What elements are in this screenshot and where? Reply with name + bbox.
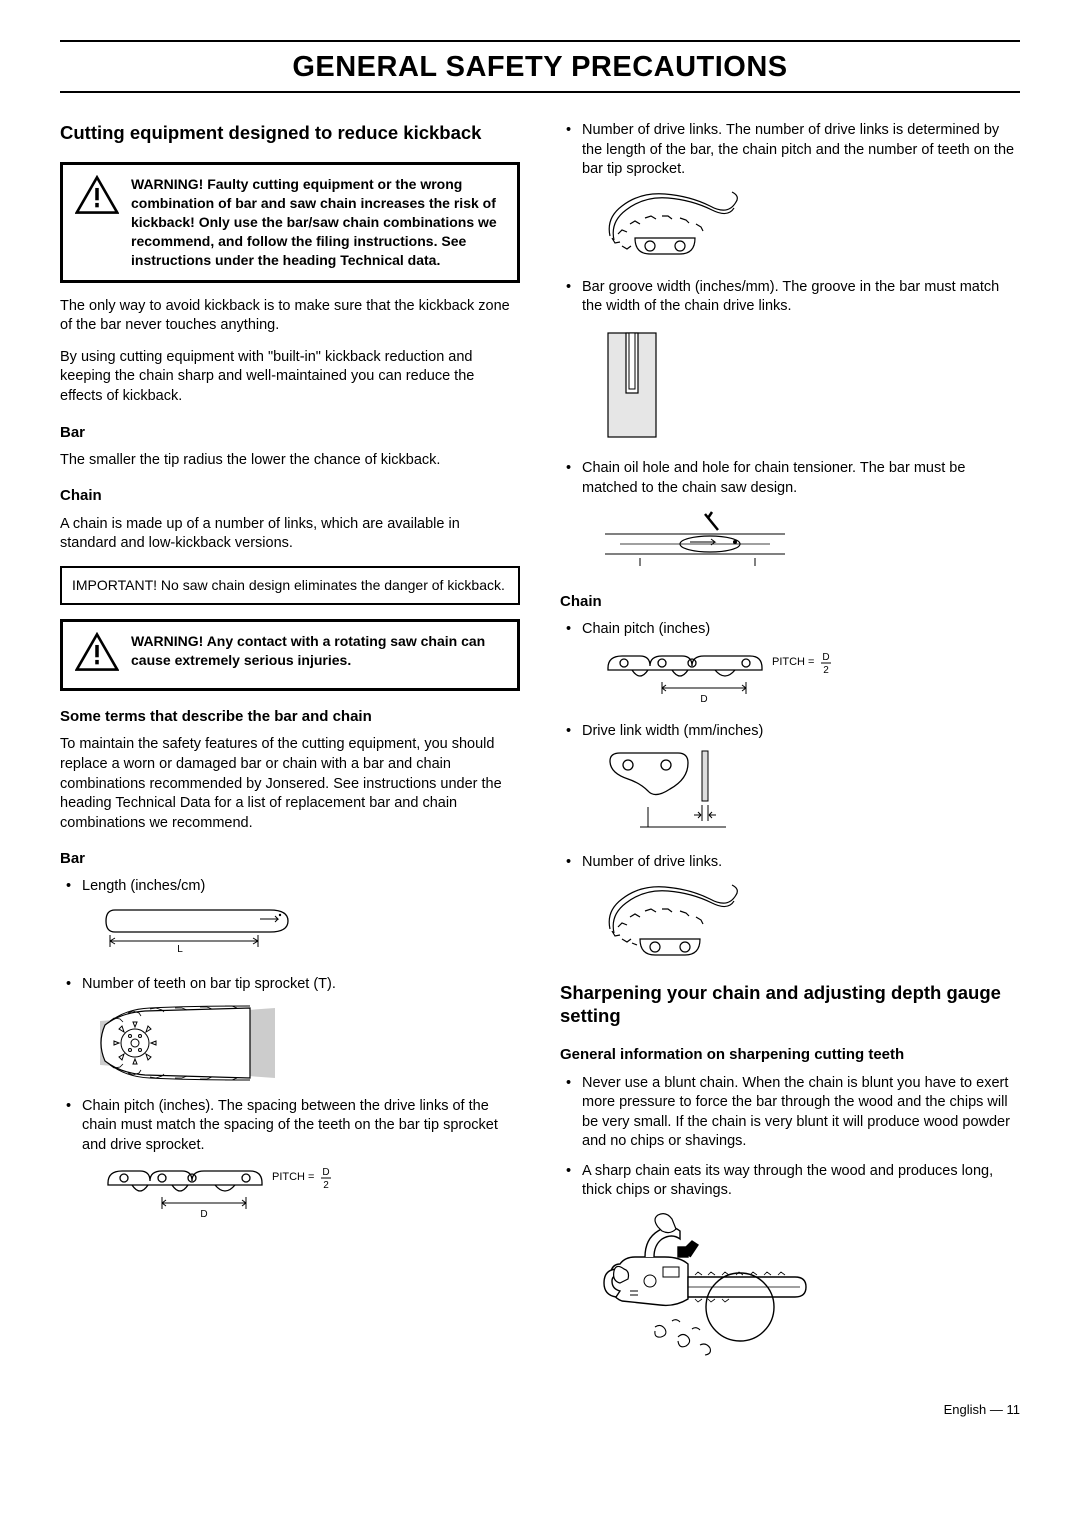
svg-text:D: D: [200, 1209, 207, 1220]
list-item: Bar groove width (inches/mm). The groove…: [560, 278, 1020, 445]
paragraph: The only way to avoid kickback is to mak…: [60, 297, 520, 336]
paragraph: To maintain the safety features of the c…: [60, 735, 520, 833]
svg-text:2: 2: [323, 1180, 329, 1191]
subheading-general-info: General information on sharpening cuttin…: [560, 1045, 1020, 1065]
figure-drive-links: [600, 188, 1020, 264]
warning-icon: [75, 632, 119, 679]
svg-text:L: L: [177, 944, 183, 955]
important-box: IMPORTANT! No saw chain design eliminate…: [60, 566, 520, 605]
list-item: Number of teeth on bar tip sprocket (T).: [60, 975, 520, 1083]
svg-text:D: D: [822, 652, 829, 663]
svg-text:2: 2: [823, 665, 829, 676]
figure-tip-sprocket: [100, 1003, 520, 1083]
figure-chain-pitch-2: D PITCH = D 2: [600, 648, 1020, 708]
list-item: Never use a blunt chain. When the chain …: [560, 1074, 1020, 1152]
two-column-layout: Cutting equipment designed to reduce kic…: [60, 121, 1020, 1373]
warning-icon: [75, 175, 119, 222]
list-item: A sharp chain eats its way through the w…: [560, 1162, 1020, 1359]
list-item: Drive link width (mm/inches): [560, 722, 1020, 840]
subheading-chain-right: Chain: [560, 592, 1020, 612]
figure-chainsaw-shavings: [600, 1209, 1020, 1359]
section-heading-sharpening: Sharpening your chain and adjusting dept…: [560, 981, 1020, 1027]
paragraph: A chain is made up of a number of links,…: [60, 515, 520, 554]
paragraph: The smaller the tip radius the lower the…: [60, 451, 520, 471]
warning-box-1: WARNING! Faulty cutting equipment or the…: [60, 162, 520, 282]
list-item: Number of drive links.: [560, 853, 1020, 967]
list-item: Chain pitch (inches) D: [560, 620, 1020, 708]
page-title: GENERAL SAFETY PRECAUTIONS: [60, 40, 1020, 93]
subheading-bar: Bar: [60, 423, 520, 443]
list-item: Chain pitch (inches). The spacing betwee…: [60, 1097, 520, 1234]
svg-text:D: D: [700, 694, 707, 705]
svg-text:D: D: [322, 1167, 329, 1178]
figure-oil-hole: [600, 506, 1020, 576]
left-column: Cutting equipment designed to reduce kic…: [60, 121, 520, 1373]
figure-drive-link-width: [600, 749, 1020, 839]
list-item: Length (inches/cm) L: [60, 877, 520, 961]
figure-bar-length: L: [100, 905, 520, 961]
subheading-chain: Chain: [60, 486, 520, 506]
figure-chain-pitch: D PITCH = D 2: [100, 1163, 520, 1233]
warning-box-2: WARNING! Any contact with a rotating saw…: [60, 619, 520, 692]
warning-text-2: WARNING! Any contact with a rotating saw…: [131, 632, 505, 670]
list-item: Chain oil hole and hole for chain tensio…: [560, 459, 1020, 576]
figure-groove-width: [600, 325, 1020, 445]
subheading-bar-2: Bar: [60, 849, 520, 869]
page-footer: English — 11: [60, 1401, 1020, 1419]
subheading-terms: Some terms that describe the bar and cha…: [60, 707, 520, 727]
paragraph: By using cutting equipment with "built-i…: [60, 348, 520, 407]
svg-text:PITCH =: PITCH =: [772, 656, 814, 668]
section-heading-kickback: Cutting equipment designed to reduce kic…: [60, 121, 520, 144]
warning-text-1: WARNING! Faulty cutting equipment or the…: [131, 175, 505, 269]
figure-drive-links-2: [600, 881, 1020, 967]
svg-text:PITCH =: PITCH =: [272, 1171, 314, 1183]
list-item: Number of drive links. The number of dri…: [560, 121, 1020, 264]
right-column: Number of drive links. The number of dri…: [560, 121, 1020, 1373]
